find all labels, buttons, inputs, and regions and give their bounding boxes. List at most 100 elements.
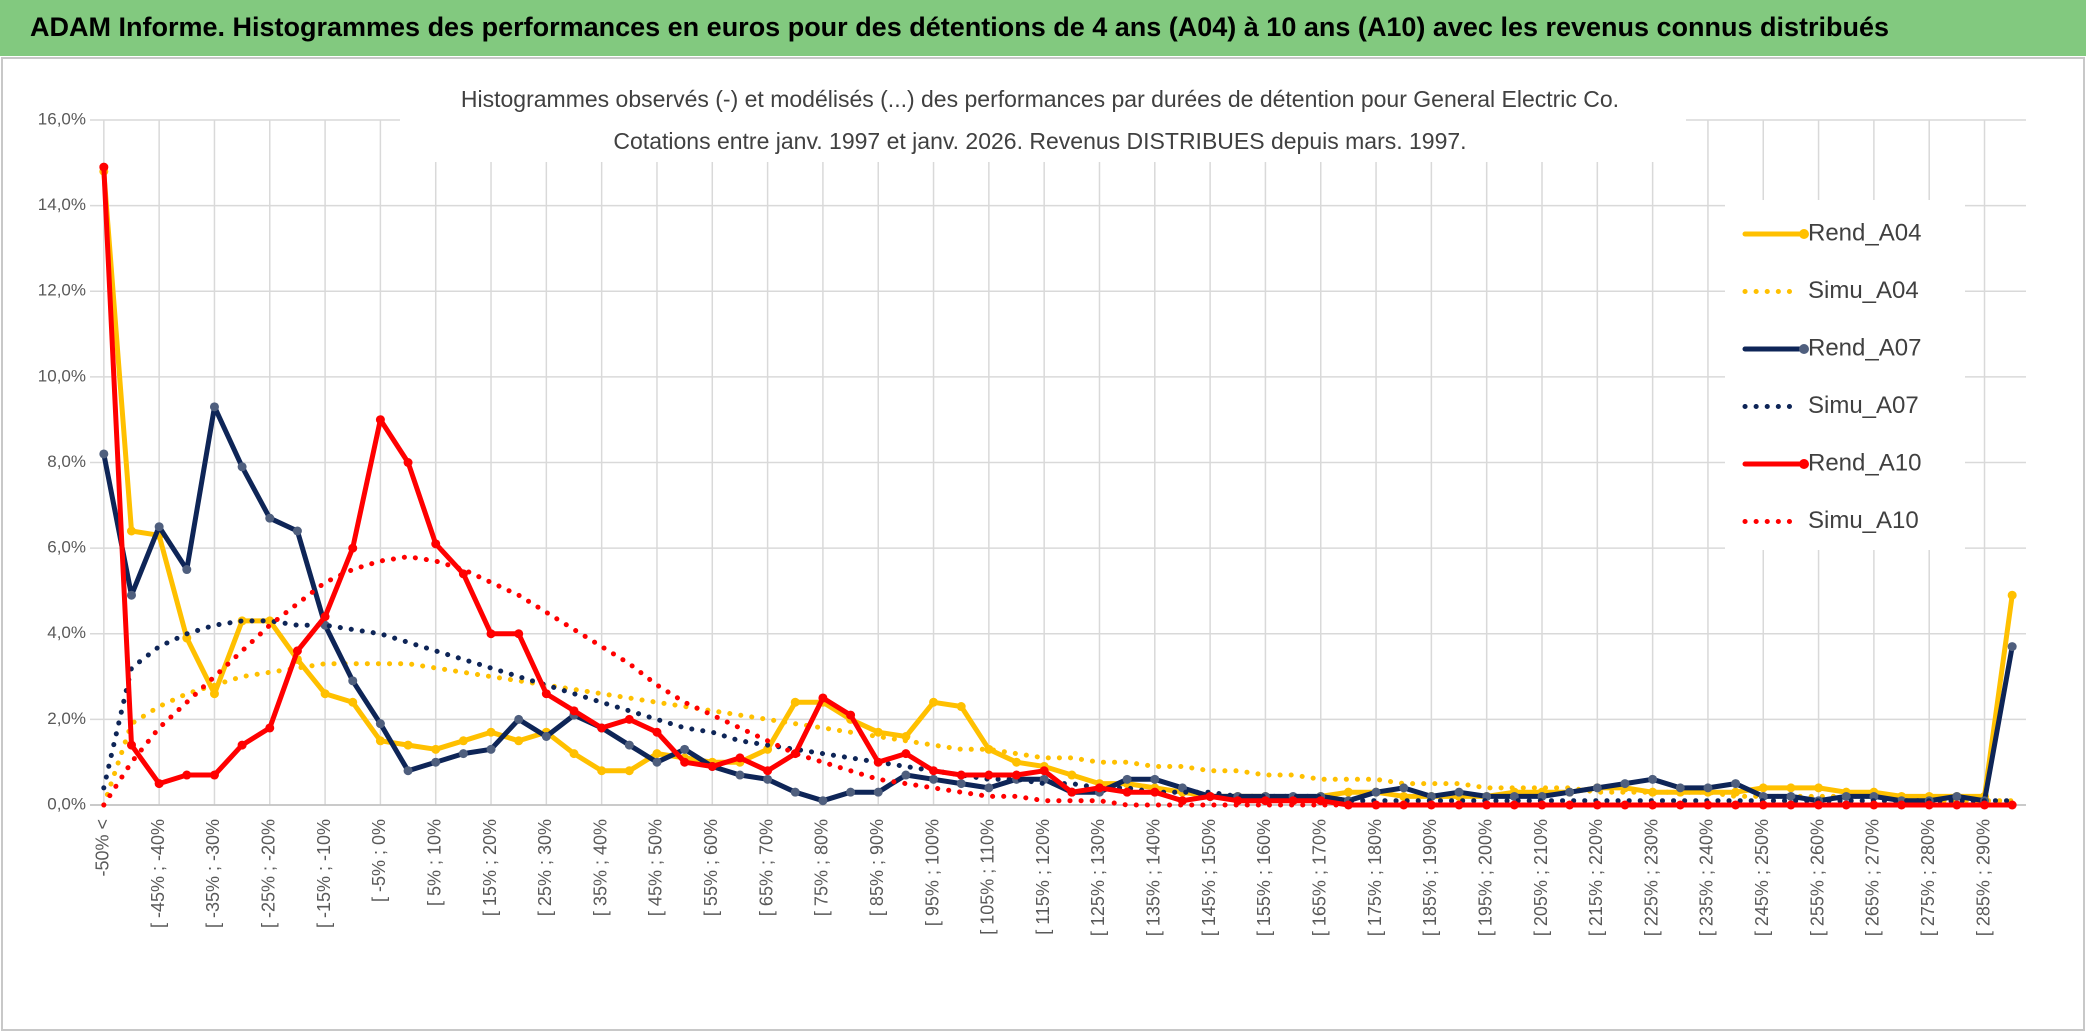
- x-tick-label: [ -15% ; -10%: [314, 819, 334, 928]
- point: [818, 796, 828, 806]
- point: [182, 770, 192, 780]
- point: [348, 676, 358, 686]
- x-tick-label: [ 185% ; 190%: [1420, 819, 1440, 936]
- point: [403, 740, 413, 750]
- point: [846, 710, 856, 720]
- point: [1150, 774, 1160, 784]
- point: [956, 702, 966, 712]
- point: [237, 462, 247, 472]
- point: [1869, 800, 1879, 810]
- point: [652, 749, 662, 759]
- point: [1205, 791, 1215, 801]
- point: [541, 689, 551, 699]
- series-line: [101, 554, 2015, 808]
- point: [984, 770, 994, 780]
- x-tick-label: [ 15% ; 20%: [480, 819, 500, 916]
- point: [901, 770, 911, 780]
- point: [1537, 800, 1547, 810]
- point: [403, 458, 413, 467]
- point: [1122, 787, 1132, 797]
- point: [348, 697, 358, 707]
- point: [624, 766, 634, 776]
- point: [182, 565, 192, 575]
- y-tick-label: 10,0%: [38, 366, 86, 385]
- point: [431, 744, 441, 754]
- point: [292, 646, 302, 656]
- header-bar: [0, 0, 2086, 56]
- series-line: [101, 618, 2015, 804]
- point: [320, 612, 330, 622]
- header-title: ADAM Informe. Histogrammes des performan…: [30, 12, 1889, 42]
- series-line: [101, 404, 2015, 804]
- point: [1565, 787, 1575, 797]
- point: [486, 744, 496, 754]
- point: [597, 766, 607, 776]
- legend-label: Simu_A07: [1808, 392, 1919, 419]
- x-tick-label: [ 175% ; 180%: [1365, 819, 1385, 936]
- series-line: [101, 164, 2015, 808]
- point: [458, 749, 468, 759]
- point: [403, 766, 413, 776]
- point: [99, 449, 109, 459]
- point: [375, 736, 385, 746]
- point: [624, 714, 634, 724]
- point: [1731, 779, 1741, 789]
- x-tick-label: [ 145% ; 150%: [1199, 819, 1219, 936]
- point: [1786, 783, 1796, 793]
- series-line: [101, 661, 2015, 808]
- point: [126, 740, 136, 750]
- point: [1012, 770, 1022, 780]
- point: [1067, 787, 1077, 797]
- point: [1371, 787, 1381, 797]
- point: [873, 757, 883, 767]
- point: [984, 744, 994, 754]
- point: [541, 732, 551, 741]
- point: [901, 749, 911, 759]
- point: [486, 629, 496, 639]
- x-tick-label: -50% <: [93, 819, 113, 877]
- point: [1620, 779, 1630, 789]
- point: [1343, 787, 1353, 797]
- y-tick-label: 16,0%: [38, 109, 86, 128]
- point: [237, 740, 247, 750]
- point: [929, 774, 939, 784]
- point: [873, 787, 883, 797]
- legend-background: [1725, 200, 1965, 550]
- point: [182, 633, 192, 643]
- point: [375, 719, 385, 729]
- point: [154, 779, 164, 789]
- point: [1758, 783, 1768, 793]
- point: [1150, 787, 1160, 797]
- point: [984, 783, 994, 793]
- point: [1039, 766, 1049, 776]
- point: [569, 706, 579, 716]
- y-tick-label: 12,0%: [38, 281, 86, 300]
- x-tick-label: [ 215% ; 220%: [1586, 819, 1606, 936]
- point: [431, 757, 441, 767]
- x-tick-label: [ 55% ; 60%: [701, 819, 721, 916]
- x-tick-label: [ 155% ; 160%: [1254, 819, 1274, 936]
- legend-label: Simu_A04: [1808, 277, 1919, 304]
- point: [1067, 770, 1077, 780]
- point: [1316, 796, 1326, 806]
- point: [652, 757, 662, 767]
- x-tick-label: [ -45% ; -40%: [148, 819, 168, 928]
- point: [873, 727, 883, 737]
- point: [1703, 800, 1713, 810]
- point: [624, 740, 634, 750]
- point: [1454, 787, 1464, 797]
- point: [458, 736, 468, 746]
- chart-title: Histogrammes observés (-) et modélisés (…: [461, 86, 1619, 112]
- point: [1980, 800, 1990, 810]
- point: [1482, 800, 1492, 810]
- point: [1952, 791, 1962, 801]
- point: [99, 162, 109, 172]
- point: [375, 415, 385, 425]
- point: [956, 779, 966, 789]
- point: [735, 770, 745, 780]
- x-tick-label: [ 25% ; 30%: [535, 819, 555, 916]
- legend-label: Simu_A10: [1808, 507, 1919, 534]
- point: [929, 766, 939, 776]
- point: [1648, 774, 1658, 784]
